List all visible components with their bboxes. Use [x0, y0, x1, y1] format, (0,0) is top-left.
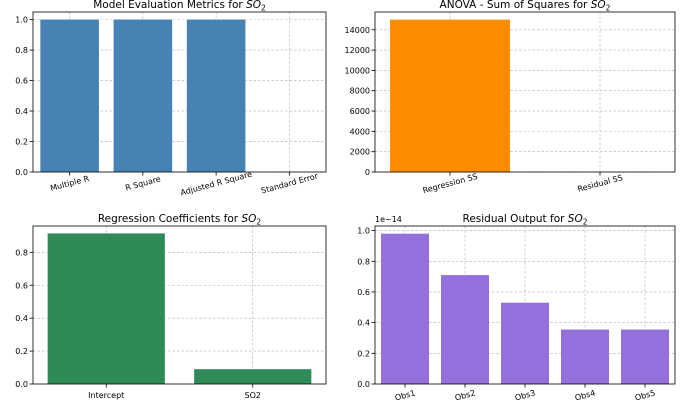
y-tick-label: 0.2: [15, 138, 28, 147]
axes-frame: [374, 11, 676, 173]
chart-title-variable: SO: [241, 213, 256, 225]
bar-1: [381, 233, 429, 384]
chart-4: 0.0 0.2 0.4 0.6 0.8 1.0 Obs1 Obs2 Obs3 Obs4 Obs5 1e…: [357, 213, 676, 403]
y-tick-label: 0.6: [15, 281, 28, 290]
x-tick-label: Obs1: [394, 388, 416, 402]
y-tick-label: 0.4: [15, 107, 28, 116]
y-tick-label: 0.0: [15, 168, 28, 177]
y-tick-label: 4000: [350, 127, 370, 136]
y-tick-label: 12000: [345, 46, 370, 55]
bar-3: [501, 302, 549, 384]
chart-2: 02000400060008000100001200014000Regressi…: [345, 0, 676, 195]
chart-title-text: ANOVA - Sum of Squares for: [440, 0, 591, 11]
bar-1: [390, 19, 510, 172]
chart-title: Regression Coefficients for SO2: [98, 213, 262, 227]
y-tick-label: 1.0: [357, 227, 370, 236]
chart-title-variable: SO: [568, 213, 583, 225]
y-tick-label: 10000: [345, 66, 370, 75]
bar-5: [621, 329, 669, 384]
chart-title: Residual Output for SO2: [463, 213, 588, 227]
y-tick-label: 14000: [345, 26, 370, 35]
chart-title: ANOVA - Sum of Squares for SO2: [440, 0, 611, 13]
y-tick-label: 0.2: [357, 349, 370, 358]
x-tick-label: Obs5: [634, 388, 656, 402]
x-tick-label: Residual SS: [577, 173, 624, 194]
chart-title: Model Evaluation Metrics for SO2: [93, 0, 266, 13]
y-tick-label: 0.4: [357, 319, 370, 328]
x-tick-label: Intercept: [88, 391, 124, 400]
chart-title-text: Model Evaluation Metrics for: [93, 0, 246, 11]
bar-2: [194, 369, 312, 384]
chart-title-subscript: 2: [606, 4, 611, 13]
y-tick-label: 8000: [350, 87, 370, 96]
bar-2: [441, 275, 489, 384]
chart-title-subscript: 2: [256, 218, 261, 227]
x-tick-label: SO2: [245, 391, 261, 400]
bar-1: [47, 233, 165, 384]
y-tick-label: 0.0: [357, 380, 370, 389]
chart-title-subscript: 2: [583, 218, 588, 227]
y-tick-label: 0.8: [15, 46, 28, 55]
axis-offset-label: 1e−14: [375, 215, 402, 224]
y-tick-label: 0.8: [15, 248, 28, 257]
y-tick-label: 0.4: [15, 314, 28, 323]
x-tick-label: Obs3: [514, 388, 536, 402]
y-tick-label: 1.0: [15, 16, 28, 25]
bar-3: [186, 19, 246, 172]
bar-1: [40, 19, 99, 172]
y-tick-label: 2000: [350, 148, 370, 157]
bar-2: [113, 19, 173, 172]
y-tick-label: 0.2: [15, 347, 28, 356]
x-tick-label: Obs4: [574, 388, 596, 402]
x-tick-label: R Square: [124, 174, 161, 192]
chart-title-subscript: 2: [261, 4, 266, 13]
axes-frame: [32, 225, 327, 385]
chart-title-variable: SO: [246, 0, 261, 11]
x-tick-label: Multiple R: [49, 174, 90, 193]
y-tick-label: 0.6: [357, 288, 370, 297]
axes-frame: [32, 11, 327, 173]
y-tick-label: 6000: [350, 107, 370, 116]
chart-title-text: Residual Output for: [463, 213, 568, 225]
chart-title-text: Regression Coefficients for: [98, 213, 242, 225]
y-tick-label: 0: [365, 168, 370, 177]
chart-title-variable: SO: [591, 0, 606, 11]
y-tick-label: 0.6: [15, 77, 28, 86]
bar-4: [561, 329, 609, 384]
x-tick-label: Obs2: [454, 388, 476, 402]
y-tick-label: 0.8: [357, 257, 370, 266]
x-tick-label: Standard Error: [260, 171, 319, 195]
y-tick-label: 0.0: [15, 380, 28, 389]
